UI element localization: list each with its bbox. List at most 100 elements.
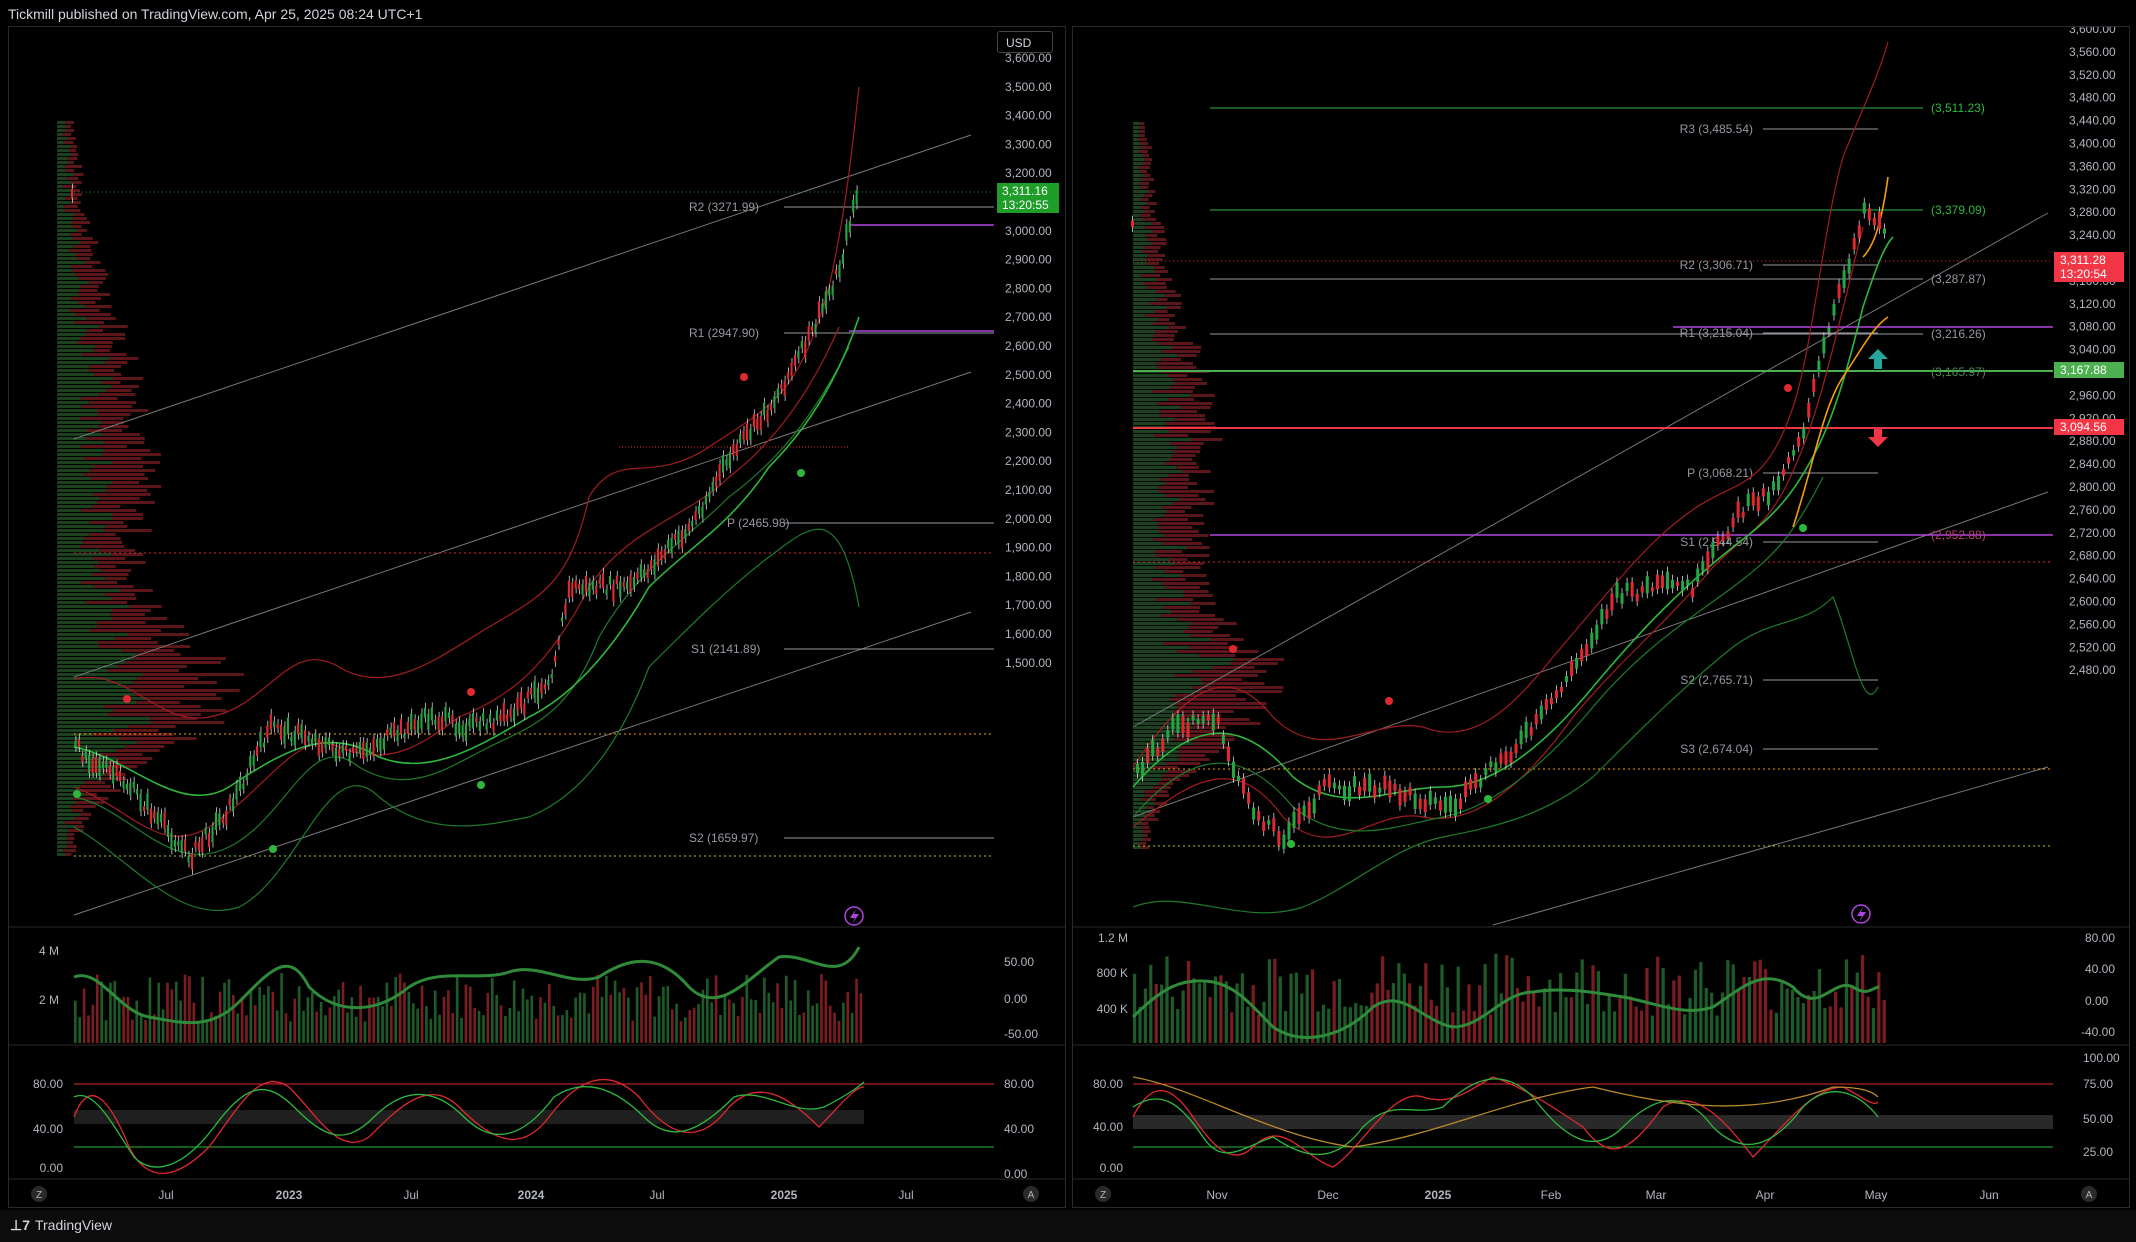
- lightning-icon[interactable]: [844, 906, 864, 926]
- price-tick: 3,600.00: [1005, 51, 1052, 65]
- price-tick: 2,600.00: [2069, 595, 2116, 609]
- time-axis[interactable]: Nov Dec 2025 Feb Mar Apr May Jun: [1206, 1188, 1998, 1202]
- svg-text:(3,216.26): (3,216.26): [1931, 327, 1986, 341]
- svg-text:800 K: 800 K: [1097, 966, 1128, 980]
- svg-text:0.00: 0.00: [2085, 994, 2109, 1008]
- time-tick: Jul: [898, 1188, 913, 1202]
- svg-text:100.00: 100.00: [2083, 1051, 2120, 1065]
- price-tick: 1,500.00: [1005, 656, 1052, 670]
- brand-label: TradingView: [34, 1217, 113, 1233]
- price-tick: 2,800.00: [1005, 281, 1052, 295]
- upper-band-red: [73, 86, 860, 719]
- volume-pane: [1133, 953, 1886, 1043]
- lightning-icon[interactable]: [1851, 904, 1871, 924]
- price-tick: 3,080.00: [2069, 320, 2116, 334]
- time-axis[interactable]: Jul 2023 Jul 2024 Jul 2025 Jul: [158, 1188, 913, 1202]
- price-axis[interactable]: 3,600.00 3,560.00 3,520.00 3,480.00 3,440.00…: [2069, 22, 2116, 677]
- svg-text:0.00: 0.00: [1100, 1161, 1124, 1175]
- zoom-button[interactable]: Z: [31, 1186, 47, 1202]
- price-tick: 3,480.00: [2069, 91, 2116, 105]
- left-chart-panel[interactable]: R2 (3271.99) R1 (2947.90) P (2465.98) S1…: [8, 26, 1066, 1208]
- down-arrow-icon: [1868, 429, 1888, 447]
- svg-text:(3,287.87): (3,287.87): [1931, 272, 1986, 286]
- svg-text:50.00: 50.00: [2083, 1112, 2113, 1126]
- svg-text:(3,165.97): (3,165.97): [1931, 365, 1986, 379]
- price-tick: 1,700.00: [1005, 598, 1052, 612]
- svg-text:(2,952.88): (2,952.88): [1931, 528, 1986, 542]
- svg-text:3,167.88: 3,167.88: [2060, 363, 2107, 377]
- price-tick: 3,000.00: [1005, 224, 1052, 238]
- right-chart-panel[interactable]: R3 (3,485.54) R2 (3,306.71) R1 (3,215.04…: [1072, 22, 2130, 1208]
- tradingview-logo[interactable]: ⊥7 TradingView: [10, 1217, 112, 1234]
- svg-text:S2 (2,765.71): S2 (2,765.71): [1680, 673, 1753, 687]
- time-tick: May: [1865, 1188, 1888, 1202]
- price-tick: 2,880.00: [2069, 434, 2116, 448]
- svg-text:Z: Z: [36, 1190, 42, 1201]
- price-tick: 2,960.00: [2069, 388, 2116, 402]
- time-tick: 2025: [771, 1188, 798, 1202]
- time-tick: Feb: [1541, 1188, 1562, 1202]
- right-chart-svg[interactable]: R3 (3,485.54) R2 (3,306.71) R1 (3,215.04…: [1073, 22, 2129, 1207]
- channel-upper: [73, 134, 972, 440]
- price-tick: 3,440.00: [2069, 114, 2116, 128]
- svg-text:(3,379.09): (3,379.09): [1931, 203, 1986, 217]
- svg-text:0.00: 0.00: [40, 1161, 64, 1175]
- price-tick: 3,280.00: [2069, 205, 2116, 219]
- countdown: 13:20:55: [1002, 198, 1049, 212]
- price-tick: 3,320.00: [2069, 182, 2116, 196]
- price-tick: 3,300.00: [1005, 137, 1052, 151]
- price-tick: 2,800.00: [2069, 480, 2116, 494]
- svg-text:S3 (2,674.04): S3 (2,674.04): [1680, 742, 1753, 756]
- price-tick: 2,200.00: [1005, 454, 1052, 468]
- price-tick: 2,480.00: [2069, 663, 2116, 677]
- time-tick: Dec: [1317, 1188, 1338, 1202]
- svg-text:80.00: 80.00: [2085, 931, 2115, 945]
- price-tick: 2,000.00: [1005, 512, 1052, 526]
- time-tick: Jul: [158, 1188, 173, 1202]
- candles: [1131, 197, 1886, 854]
- svg-text:R1 (3,215.04): R1 (3,215.04): [1680, 326, 1753, 340]
- time-tick: Mar: [1646, 1188, 1667, 1202]
- price-tick: 3,400.00: [1005, 109, 1052, 123]
- time-tick: Jun: [1979, 1188, 1998, 1202]
- svg-text:75.00: 75.00: [2083, 1077, 2113, 1091]
- price-tick: 2,400.00: [1005, 397, 1052, 411]
- vol-tick: 2 M: [39, 993, 59, 1007]
- volume-profile: [1133, 122, 1285, 849]
- pivot-label: R1 (2947.90): [689, 326, 759, 340]
- price-tick: 2,500.00: [1005, 368, 1052, 382]
- svg-text:80.00: 80.00: [1004, 1077, 1034, 1091]
- time-tick: 2023: [276, 1188, 303, 1202]
- price-tick: 2,680.00: [2069, 549, 2116, 563]
- price-tick: 2,560.00: [2069, 617, 2116, 631]
- auto-scale-button[interactable]: A: [2081, 1186, 2097, 1202]
- auto-scale-button[interactable]: A: [1023, 1186, 1039, 1202]
- price-tick: 1,800.00: [1005, 569, 1052, 583]
- svg-text:3,094.56: 3,094.56: [2060, 420, 2107, 434]
- candles: [71, 183, 858, 875]
- svg-text:25.00: 25.00: [2083, 1145, 2113, 1159]
- price-tick: 2,720.00: [2069, 526, 2116, 540]
- price-tick: 3,120.00: [2069, 297, 2116, 311]
- svg-text:(3,511.23): (3,511.23): [1931, 101, 1985, 115]
- svg-text:13:20:54: 13:20:54: [2060, 267, 2107, 281]
- price-tick: 3,560.00: [2069, 45, 2116, 59]
- time-tick: 2024: [518, 1188, 545, 1202]
- svg-text:A: A: [2086, 1190, 2093, 1201]
- volume-profile: [57, 121, 245, 856]
- svg-text:40.00: 40.00: [1093, 1120, 1123, 1134]
- svg-text:1.2 M: 1.2 M: [1098, 931, 1128, 945]
- price-axis[interactable]: 3,600.00 3,500.00 3,400.00 3,300.00 3,200.00…: [1005, 51, 1052, 670]
- up-arrow-icon: [1868, 349, 1888, 369]
- volume-pane: [74, 973, 863, 1043]
- left-chart-svg[interactable]: R2 (3271.99) R1 (2947.90) P (2465.98) S1…: [9, 27, 1065, 1207]
- zoom-button[interactable]: Z: [1095, 1186, 1111, 1202]
- price-tick: 2,700.00: [1005, 310, 1052, 324]
- price-tick: 3,600.00: [2069, 27, 2116, 36]
- svg-text:A: A: [1028, 1190, 1035, 1201]
- currency-button[interactable]: USD: [997, 31, 1053, 53]
- time-tick: Nov: [1206, 1188, 1227, 1202]
- osc-tick: -50.00: [1004, 1027, 1038, 1041]
- price-tick: 2,100.00: [1005, 483, 1052, 497]
- svg-text:0.00: 0.00: [1004, 1167, 1028, 1181]
